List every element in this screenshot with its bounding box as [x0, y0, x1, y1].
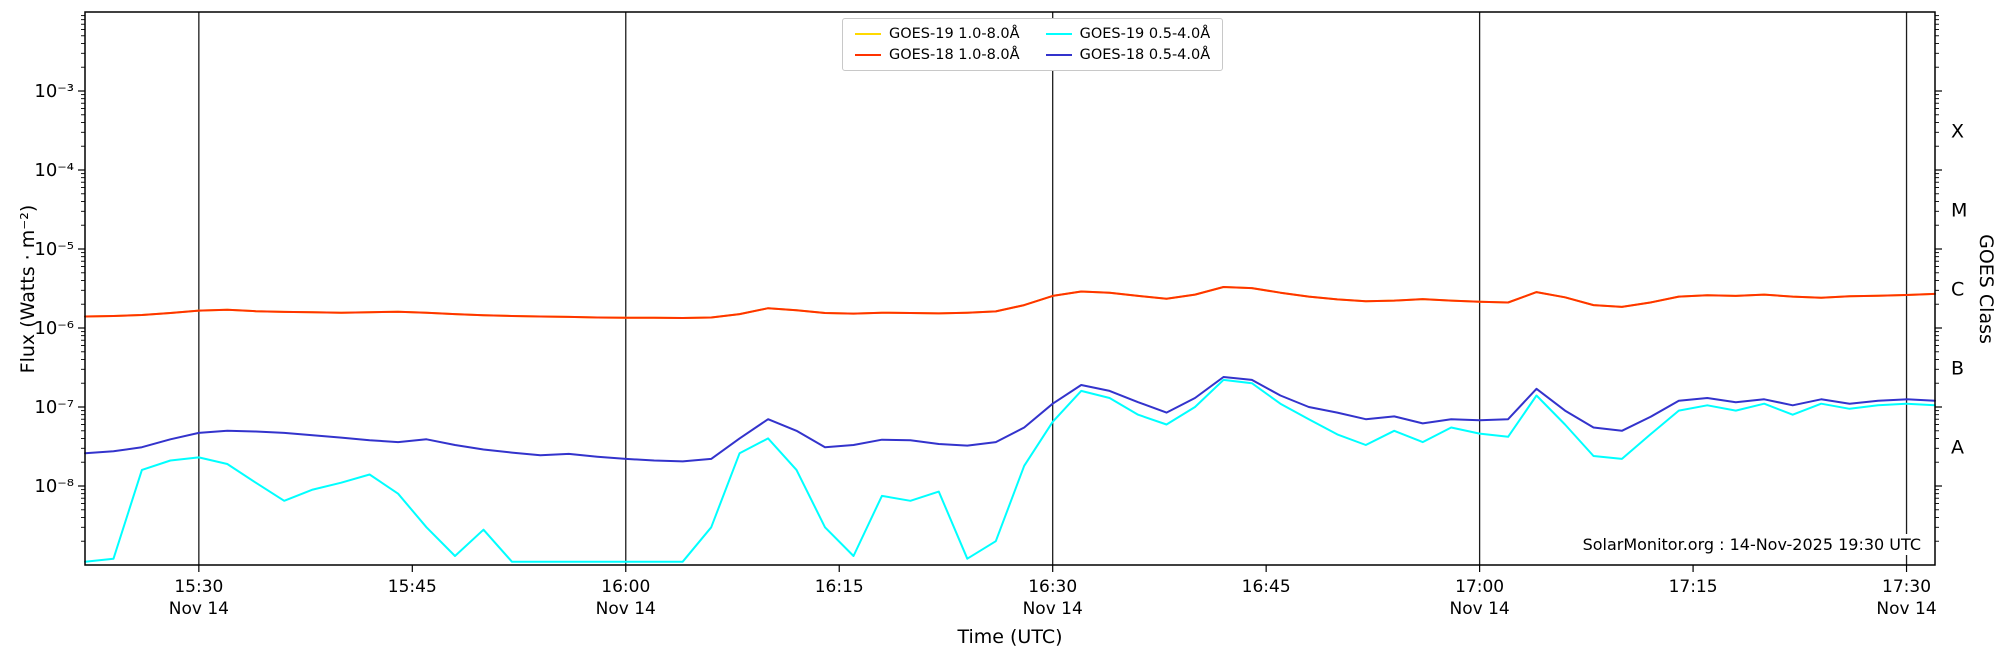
legend-label-goes18-short: GOES-18 0.5-4.0Å	[1079, 47, 1211, 63]
solarmonitor-watermark: SolarMonitor.org : 14-Nov-2025 19:30 UTC	[1577, 534, 1926, 555]
x-tick-sublabel-17:00: Nov 14	[1450, 599, 1510, 619]
x-tick-label-17:30: 17:30	[1882, 577, 1931, 597]
x-tick-label-17:15: 17:15	[1669, 577, 1718, 597]
chart-legend: GOES-19 1.0-8.0Å GOES-18 1.0-8.0Å GOES-19 …	[842, 18, 1224, 71]
x-tick-label-15:45: 15:45	[388, 577, 437, 597]
legend-entry-goes18-long: GOES-18 1.0-8.0Å	[855, 47, 1020, 63]
goes-class-label-M: M	[1951, 200, 1967, 222]
legend-entry-goes18-short: GOES-18 0.5-4.0Å	[1045, 47, 1211, 63]
y-tick-label--8: 10⁻⁸	[34, 476, 74, 497]
legend-label-goes19-long: GOES-19 1.0-8.0Å	[889, 26, 1020, 42]
x-tick-sublabel-17:30: Nov 14	[1876, 599, 1936, 619]
legend-label-goes19-short: GOES-19 0.5-4.0Å	[1079, 26, 1211, 42]
legend-swatch-goes19-short	[1045, 33, 1072, 35]
y-tick-label--3: 10⁻³	[34, 81, 74, 102]
x-tick-label-16:15: 16:15	[815, 577, 864, 597]
y-tick-label--5: 10⁻⁵	[34, 239, 74, 260]
series-line-goes19-short	[84, 378, 1936, 563]
legend-entry-goes19-long: GOES-19 1.0-8.0Å	[855, 26, 1020, 42]
plot-border	[84, 11, 1936, 566]
y-tick-label--7: 10⁻⁷	[34, 397, 74, 418]
series-line-goes18-long	[84, 286, 1936, 319]
legend-entry-goes19-short: GOES-19 0.5-4.0Å	[1045, 26, 1211, 42]
goes-class-label-B: B	[1951, 358, 1964, 380]
y-axis-title-goes-class: GOES Class	[1975, 234, 1997, 344]
x-tick-sublabel-15:30: Nov 14	[169, 599, 229, 619]
legend-label-goes18-long: GOES-18 1.0-8.0Å	[889, 47, 1020, 63]
y-tick-label--4: 10⁻⁴	[34, 160, 74, 181]
x-tick-label-16:30: 16:30	[1028, 577, 1077, 597]
goes-class-label-C: C	[1951, 279, 1964, 301]
x-axis-title-time: Time (UTC)	[957, 626, 1063, 648]
x-tick-sublabel-16:00: Nov 14	[596, 599, 656, 619]
legend-swatch-goes18-long	[855, 54, 881, 56]
x-tick-label-17:00: 17:00	[1455, 577, 1504, 597]
x-tick-label-15:30: 15:30	[174, 577, 223, 597]
goes-class-label-A: A	[1951, 437, 1964, 459]
goes-class-label-X: X	[1951, 121, 1964, 143]
x-tick-label-16:00: 16:00	[601, 577, 650, 597]
y-axis-title-flux: Flux (Watts · m⁻²)	[17, 204, 39, 374]
legend-swatch-goes18-short	[1045, 54, 1072, 56]
x-tick-label-16:45: 16:45	[1242, 577, 1291, 597]
y-tick-label--6: 10⁻⁶	[34, 318, 74, 339]
x-tick-sublabel-16:30: Nov 14	[1023, 599, 1083, 619]
series-line-goes18-short	[84, 376, 1936, 463]
legend-swatch-goes19-long	[855, 33, 881, 35]
